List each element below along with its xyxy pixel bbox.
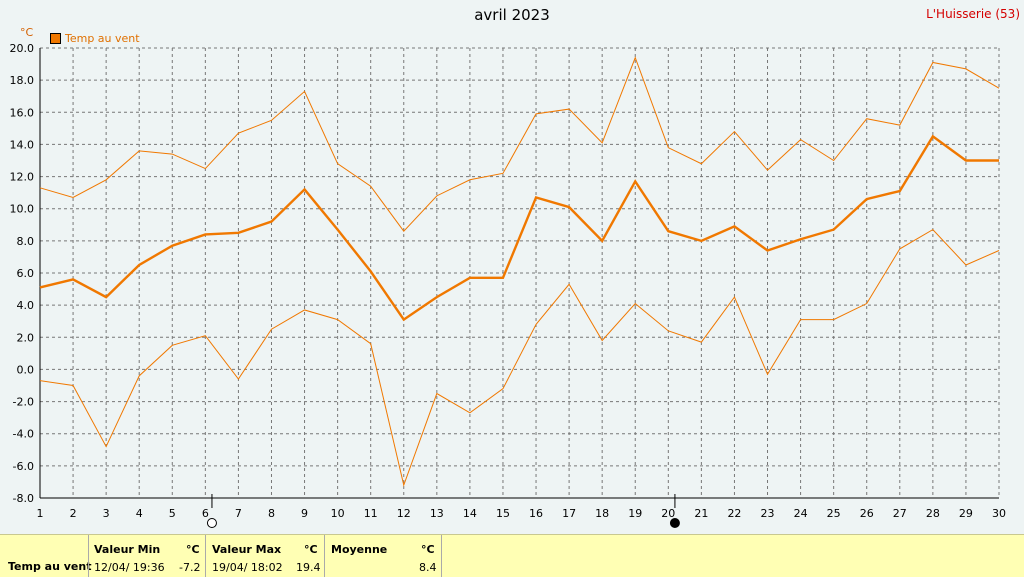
y-tick-label: -2.0 bbox=[13, 396, 34, 409]
y-tick-label: 18.0 bbox=[10, 74, 35, 87]
x-tick-label: 21 bbox=[694, 507, 708, 520]
y-tick-label: 0.0 bbox=[17, 363, 35, 376]
x-tick-label: 14 bbox=[463, 507, 477, 520]
x-tick-label: 25 bbox=[827, 507, 841, 520]
y-tick-label: -8.0 bbox=[13, 492, 34, 505]
x-tick-label: 5 bbox=[169, 507, 176, 520]
x-tick-label: 20 bbox=[661, 507, 675, 520]
max-unit: °C bbox=[304, 543, 318, 556]
x-tick-label: 12 bbox=[397, 507, 411, 520]
min-cell: Valeur Min °C 12/04/ 19:36 -7.2 bbox=[88, 535, 205, 577]
x-tick-label: 13 bbox=[430, 507, 444, 520]
station-name: L'Huisserie (53) bbox=[926, 7, 1020, 21]
y-tick-label: -6.0 bbox=[13, 460, 34, 473]
x-tick-label: 2 bbox=[70, 507, 77, 520]
x-tick-label: 22 bbox=[727, 507, 741, 520]
x-tick-label: 8 bbox=[268, 507, 275, 520]
x-tick-label: 28 bbox=[926, 507, 940, 520]
y-tick-label: 20.0 bbox=[10, 42, 35, 55]
x-tick-label: 23 bbox=[761, 507, 775, 520]
min-header: Valeur Min bbox=[94, 543, 161, 556]
y-tick-label: 8.0 bbox=[17, 235, 35, 248]
min-value: -7.2 bbox=[179, 561, 201, 574]
y-tick-label: 16.0 bbox=[10, 106, 35, 119]
min-unit: °C bbox=[186, 543, 200, 556]
x-tick-label: 10 bbox=[331, 507, 345, 520]
y-tick-label: 2.0 bbox=[17, 331, 35, 344]
x-tick-label: 18 bbox=[595, 507, 609, 520]
temperature-chart: 20.0 18.0 16.0 14.0 12.0 10.0 8.0 6.0 4.0 2.0 0.0 -… bbox=[10, 42, 1006, 528]
x-tick-label: 11 bbox=[364, 507, 378, 520]
summary-row-label: Temp au vent bbox=[8, 560, 92, 573]
x-tick-label: 1 bbox=[37, 507, 44, 520]
y-tick-label: 4.0 bbox=[17, 299, 35, 312]
summary-divider bbox=[441, 535, 442, 577]
series-line-min bbox=[39, 228, 1000, 487]
x-tick-label: 19 bbox=[628, 507, 642, 520]
y-axis-unit: °C bbox=[20, 26, 34, 39]
y-tick-label: 12.0 bbox=[10, 171, 35, 184]
x-tick-label: 30 bbox=[992, 507, 1006, 520]
x-tick-label: 9 bbox=[301, 507, 308, 520]
x-tick-label: 3 bbox=[103, 507, 110, 520]
x-tick-label: 24 bbox=[794, 507, 808, 520]
x-tick-label: 17 bbox=[562, 507, 576, 520]
new-moon-icon bbox=[669, 518, 680, 528]
y-tick-label: -4.0 bbox=[13, 428, 34, 441]
chart-title: avril 2023 bbox=[474, 6, 550, 24]
max-value: 19.4 bbox=[296, 561, 321, 574]
max-cell: Valeur Max °C 19/04/ 18:02 19.4 bbox=[205, 535, 324, 577]
legend: Temp au vent bbox=[50, 32, 140, 45]
x-tick-label: 29 bbox=[959, 507, 973, 520]
x-tick-label: 15 bbox=[496, 507, 510, 520]
y-tick-label: 6.0 bbox=[17, 267, 35, 280]
y-tick-label: 10.0 bbox=[10, 203, 35, 216]
max-date: 19/04/ 18:02 bbox=[212, 561, 283, 574]
avg-unit: °C bbox=[421, 543, 435, 556]
y-tick-label: 14.0 bbox=[10, 138, 35, 151]
x-tick-label: 4 bbox=[136, 507, 143, 520]
legend-swatch bbox=[50, 33, 61, 44]
avg-value: 8.4 bbox=[419, 561, 437, 574]
max-header: Valeur Max bbox=[212, 543, 282, 556]
x-tick-label: 26 bbox=[860, 507, 874, 520]
legend-label: Temp au vent bbox=[65, 32, 140, 45]
x-tick-label: 16 bbox=[529, 507, 543, 520]
plot-area bbox=[40, 48, 999, 498]
full-moon-icon bbox=[206, 518, 217, 528]
avg-header: Moyenne bbox=[331, 543, 388, 556]
x-tick-label: 6 bbox=[202, 507, 209, 520]
series-line-max bbox=[39, 56, 1000, 232]
summary-table: Temp au vent Valeur Min °C 12/04/ 19:36 … bbox=[0, 534, 1024, 577]
series-line-mean bbox=[39, 134, 999, 322]
min-date: 12/04/ 19:36 bbox=[94, 561, 165, 574]
avg-cell: Moyenne °C 8.4 bbox=[324, 535, 441, 577]
x-tick-label: 27 bbox=[893, 507, 907, 520]
x-tick-label: 7 bbox=[235, 507, 242, 520]
